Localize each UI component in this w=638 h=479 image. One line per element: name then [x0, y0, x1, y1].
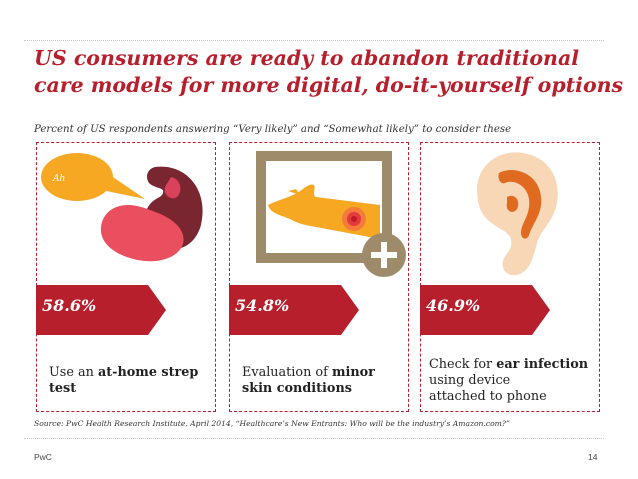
ear-icon: [477, 152, 558, 276]
title-line-1: US consumers are ready to abandon tradit…: [34, 46, 580, 70]
bottom-divider: [24, 438, 604, 439]
open-mouth-tongue-icon: Ah: [41, 153, 203, 262]
percent-value: 58.6%: [42, 296, 97, 315]
chart-subtitle: Percent of US respondents answering “Ver…: [34, 124, 512, 135]
top-divider: [24, 40, 604, 41]
card-ear-infection: 46.9% Check for ear infection using devi…: [420, 142, 600, 412]
stat-banner: 54.8%: [229, 285, 359, 335]
footer-brand: PwC: [34, 452, 52, 462]
desc-rest: using device attached to phone: [429, 373, 547, 404]
percent-value: 46.9%: [426, 296, 481, 315]
card-description: Check for ear infection using device att…: [429, 357, 597, 405]
desc-plain: Check for: [429, 357, 497, 372]
page-number: 14: [588, 452, 598, 462]
card-strep-test: Ah 58.6% Use an at-home strep test: [36, 142, 216, 412]
title-line-2: care models for more digital, do-it-your…: [34, 73, 624, 97]
percent-value: 54.8%: [235, 296, 290, 315]
desc-bold: ear infection: [496, 357, 589, 372]
desc-bold: at-home strep test: [49, 365, 199, 396]
arm-skin-rash-photo-icon: [256, 151, 406, 277]
page-title: US consumers are ready to abandon tradit…: [34, 45, 624, 99]
desc-bold: minor skin conditions: [242, 365, 375, 396]
bubble-text: Ah: [52, 174, 65, 184]
stat-banner: 46.9%: [420, 285, 550, 335]
stat-banner: 58.6%: [36, 285, 166, 335]
source-note: Source: PwC Health Research Institute, A…: [34, 419, 510, 428]
card-description: Use an at-home strep test: [49, 365, 209, 397]
card-description: Evaluation of minor skin conditions: [242, 365, 402, 397]
card-skin-conditions: 54.8% Evaluation of minor skin condition…: [229, 142, 409, 412]
desc-plain: Use an: [49, 365, 98, 380]
desc-plain: Evaluation of: [242, 365, 332, 380]
